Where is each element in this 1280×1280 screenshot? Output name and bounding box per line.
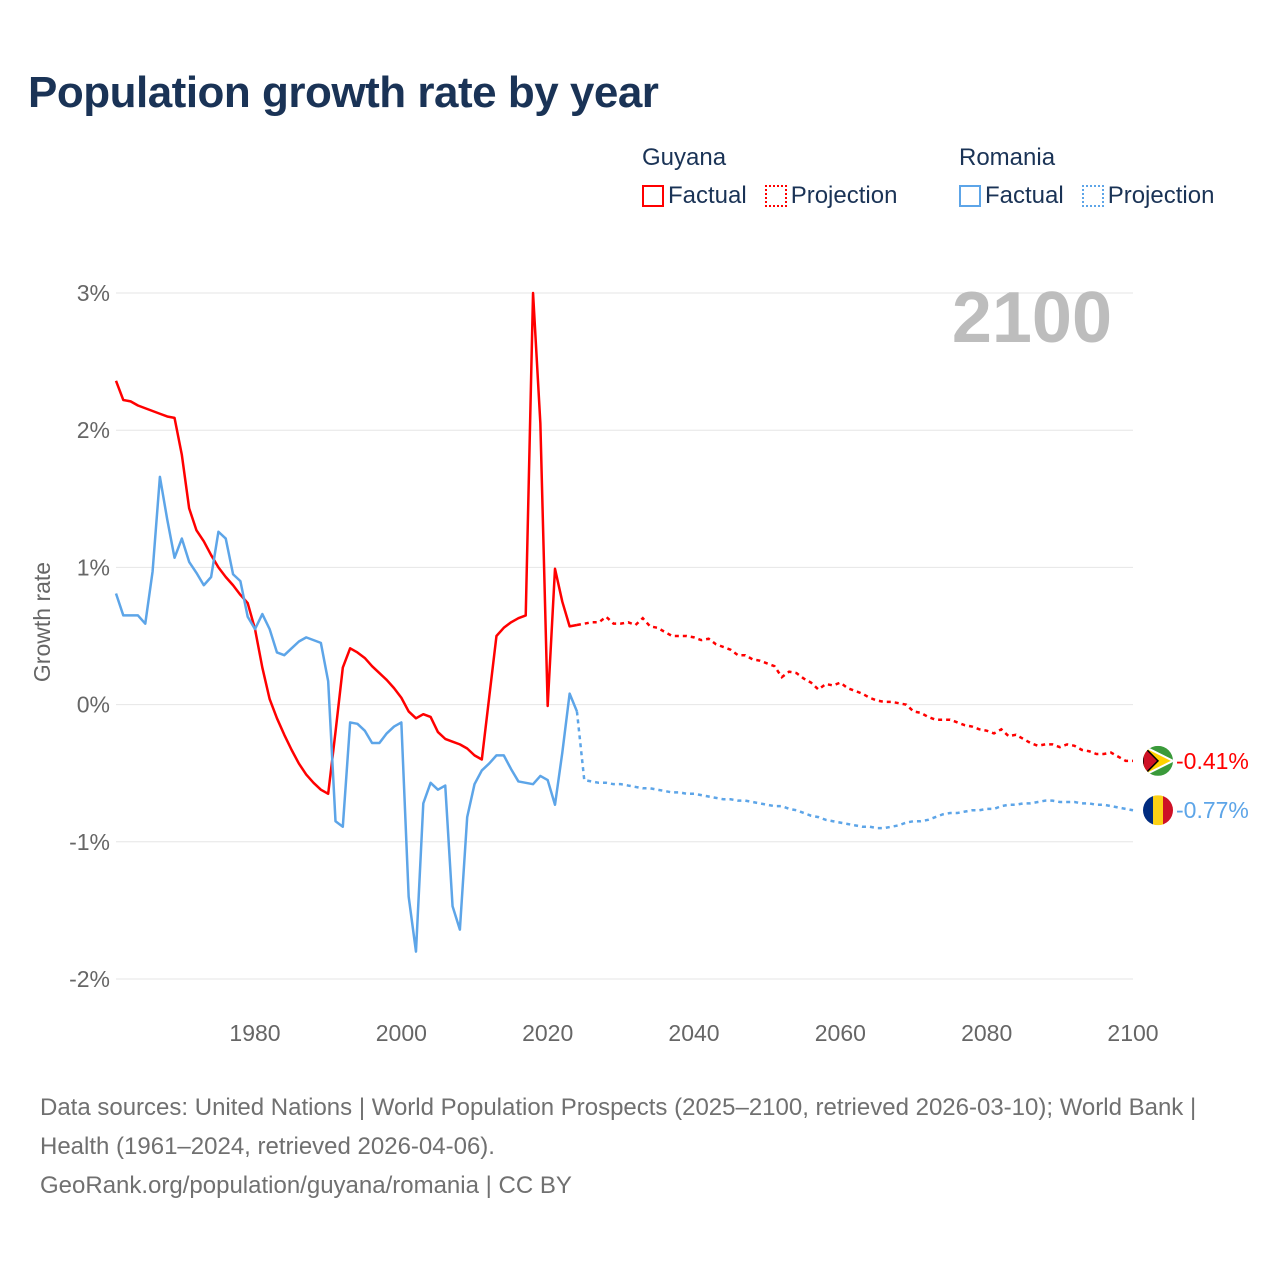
flag-stripe [1163,795,1173,826]
legend-group-name: Guyana [642,144,727,171]
flag-stripe [1143,795,1153,826]
x-tick-label: 2080 [961,1020,1012,1046]
legend-swatch-solid [642,185,664,207]
x-tick-label: 2060 [815,1020,866,1046]
y-tick-label: 2% [77,417,110,443]
x-tick-label: 1980 [229,1020,280,1046]
flag-fill [1143,745,1173,776]
end-value-label: -0.41% [1176,748,1249,774]
romania-factual-line [114,475,579,953]
y-tick-label: -2% [69,966,110,992]
legend-romania-projection[interactable]: Projection [1081,182,1215,210]
guyana-flag-icon [1143,745,1173,776]
legend-swatch-solid [959,185,981,207]
year-label: 2100 [952,278,1112,358]
legend-label: Projection [1107,182,1215,209]
legend-guyana-projection[interactable]: Projection [764,182,898,210]
y-tick-label: -1% [69,829,110,855]
x-tick-label: 2020 [522,1020,573,1046]
y-tick-label: 1% [77,554,110,580]
x-tick-label: 2100 [1107,1020,1158,1046]
guyana-factual-line [114,291,578,796]
x-tick-label: 2000 [376,1020,427,1046]
legend-group-guyana: Guyana Factual Projection [642,144,911,210]
guyana-projection-line [576,615,1133,763]
y-tick-label: 0% [77,692,110,718]
data-sources: Data sources: United Nations | World Pop… [40,1094,1197,1160]
legend-label: Factual [668,182,747,209]
flag-fill [1143,795,1173,826]
end-value-label: -0.77% [1176,797,1249,823]
legend-label: Factual [985,182,1064,209]
legend-guyana-factual[interactable]: Factual [642,182,747,210]
credit-link[interactable]: GeoRank.org/population/guyana/romania | … [40,1172,572,1199]
footer: Data sources: United Nations | World Pop… [40,1088,1240,1205]
legend-group-name: Romania [959,144,1056,171]
y-axis-label: Growth rate [29,562,55,682]
legend-swatch-dotted [1081,185,1104,207]
flag-stripe [1153,795,1163,826]
flag-triangle [1143,745,1160,776]
legend-swatch-dotted [764,185,787,207]
romania-flag-icon [1143,795,1173,826]
x-tick-label: 2040 [668,1020,719,1046]
romania-projection-line [575,711,1134,830]
y-tick-label: 3% [77,280,110,306]
chart-title: Population growth rate by year [28,68,659,117]
legend-group-romania: Romania Factual Projection [959,144,1228,210]
legend-romania-factual[interactable]: Factual [959,182,1064,210]
legend-label: Projection [790,182,898,209]
